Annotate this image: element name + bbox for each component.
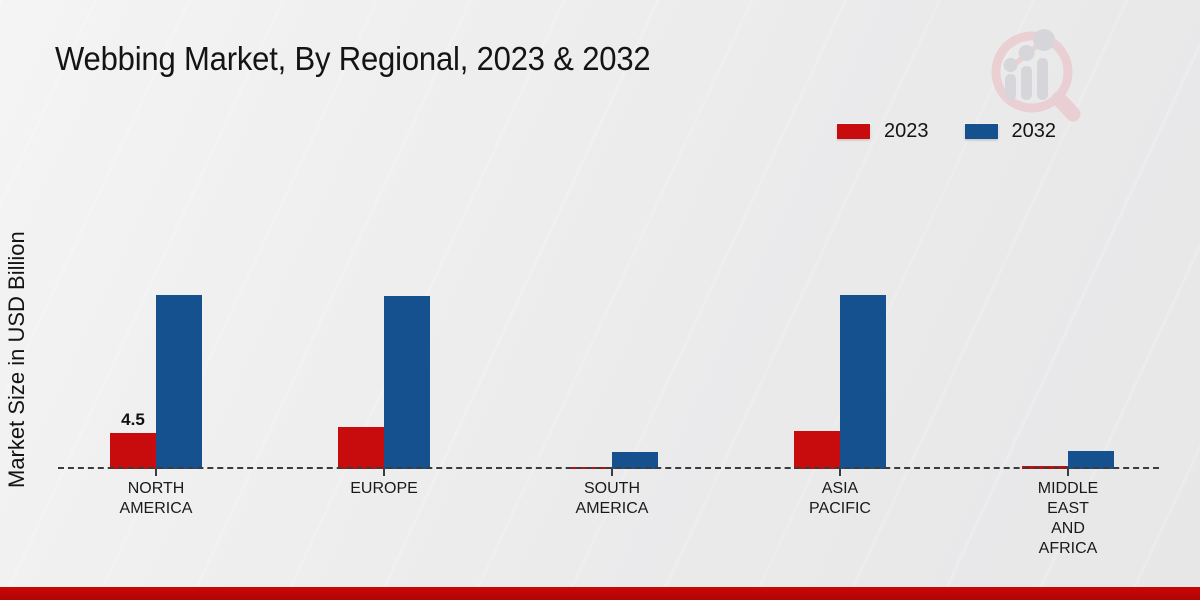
bar-value-label: 4.5: [121, 410, 145, 429]
bar-2023-north-america: [110, 433, 156, 469]
mrfr-logo-watermark: [991, 29, 1081, 122]
bar-2023-asia-pacific: [794, 430, 840, 469]
x-tick-label-europe: EUROPE: [350, 480, 418, 497]
x-tick-label-asia-pacific: ASIA PACIFIC: [809, 480, 871, 517]
legend-item-2023: 2023: [837, 120, 929, 143]
legend: 2023 2032: [837, 120, 1056, 143]
chart-title: Webbing Market, By Regional, 2023 & 2032: [55, 40, 651, 77]
x-axis-line: [58, 467, 1159, 469]
logo-dot-icon: [1003, 58, 1018, 72]
x-axis-tick-north-america: [155, 469, 157, 476]
magnifier-ring-icon: [991, 31, 1073, 113]
legend-item-2032: 2032: [964, 120, 1057, 143]
logo-bar-icon: [1021, 66, 1032, 100]
x-axis-tick-middle-east-and-africa: [1067, 469, 1069, 476]
legend-swatch-2023: [837, 124, 870, 139]
bar-2032-europe: [384, 296, 430, 469]
legend-swatch-2032: [964, 124, 998, 139]
logo-dot-icon: [1033, 29, 1055, 51]
x-axis-tick-south-america: [611, 469, 613, 476]
legend-label-2032: 2032: [1011, 120, 1057, 142]
footer-band: [0, 587, 1200, 600]
magnifier-handle-icon: [1051, 91, 1081, 122]
bar-2023-europe: [338, 427, 384, 469]
x-tick-label-north-america: NORTH AMERICA: [119, 480, 193, 517]
x-tick-label-middle-east-and-africa: MIDDLE EAST AND AFRICA: [1037, 480, 1099, 557]
logo-bar-icon: [1037, 58, 1048, 100]
logo-dot-icon: [1018, 45, 1035, 61]
x-axis-tick-europe: [383, 469, 385, 476]
bar-2032-north-america: [156, 294, 202, 469]
bar-2032-middle-east-and-africa: [1068, 450, 1114, 469]
x-tick-label-south-america: SOUTH AMERICA: [575, 480, 649, 517]
legend-label-2023: 2023: [884, 120, 929, 142]
bar-2032-asia-pacific: [840, 294, 886, 469]
x-axis-tick-asia-pacific: [839, 469, 841, 476]
logo-bar-icon: [1005, 74, 1016, 100]
bar-2032-south-america: [612, 452, 658, 469]
